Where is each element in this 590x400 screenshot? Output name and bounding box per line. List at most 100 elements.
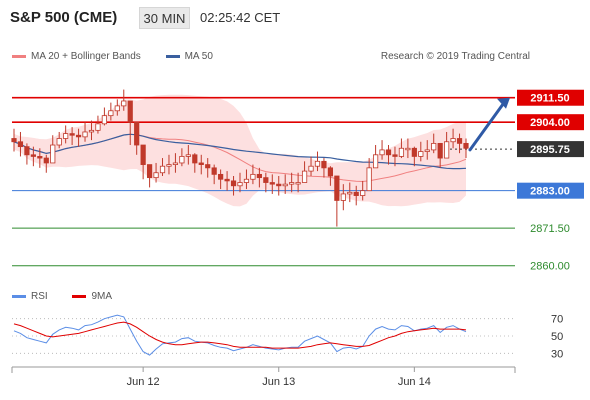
candle-body	[146, 164, 153, 179]
forecast-arrow-head	[497, 97, 510, 109]
candle-body	[321, 160, 327, 169]
x-tick-label: Jun 12	[127, 376, 160, 388]
candle-body	[437, 142, 443, 159]
timeframe-selector[interactable]: 30 MIN	[139, 7, 190, 29]
candle-body	[75, 134, 82, 138]
candle-body	[450, 138, 456, 143]
candle-body	[340, 193, 346, 201]
candle-body	[424, 149, 430, 152]
candle-body	[153, 172, 159, 179]
candle-body	[114, 105, 120, 112]
candle-body	[211, 167, 217, 175]
candle-body	[334, 175, 340, 201]
candle-body	[431, 142, 437, 151]
candle-body	[282, 183, 288, 187]
candle-body	[205, 164, 211, 169]
candle-body	[366, 167, 372, 192]
candle-body	[198, 162, 204, 165]
level-label-2871.50: 2871.50	[530, 223, 570, 235]
candle-body	[17, 141, 24, 148]
research-credit: Research © 2019 Trading Central	[380, 51, 530, 62]
candle-body	[11, 138, 17, 143]
ma50-swatch	[165, 54, 180, 58]
rsi-tick-30: 30	[551, 348, 563, 360]
candle-body	[127, 100, 133, 123]
candle-body	[63, 133, 69, 139]
rsi-legend: RSI 9MA	[12, 291, 134, 302]
candle-body	[88, 129, 95, 133]
candle-body	[159, 165, 166, 174]
candle-body	[82, 131, 88, 138]
candle-body	[37, 156, 43, 159]
candle-body	[372, 154, 379, 169]
candle-body	[308, 165, 314, 172]
candle-body	[250, 173, 256, 180]
title-bar: S&P 500 (CME) 30 MIN 02:25:42 CET	[0, 0, 590, 36]
level-label-2895.75: 2895.75	[530, 144, 570, 156]
x-tick-label: Jun 13	[262, 376, 295, 388]
candle-body	[289, 182, 295, 185]
candle-body	[392, 154, 398, 157]
candle-body	[30, 154, 36, 157]
level-label-2904.00: 2904.00	[530, 117, 570, 129]
candle-body	[327, 167, 334, 177]
level-badge-2911.50	[517, 89, 584, 106]
rsi-legend-label: RSI	[31, 291, 48, 302]
level-label-2911.50: 2911.50	[530, 93, 569, 105]
candle-body	[347, 191, 353, 195]
rsi-9ma-line	[13, 321, 467, 349]
candle-body	[230, 180, 237, 187]
candle-body	[172, 162, 179, 165]
candle-body	[444, 141, 450, 159]
candle-body	[69, 133, 75, 136]
clock-readout: 02:25:42 CET	[200, 10, 281, 25]
candle-body	[121, 100, 127, 107]
price-legend: MA 20 + Bollinger Bands MA 50	[12, 51, 235, 62]
legend-item-9ma: 9MA	[72, 291, 112, 302]
candle-body	[24, 146, 30, 156]
candle-body	[398, 147, 405, 157]
candle-body	[185, 154, 191, 157]
candle-body	[140, 144, 146, 165]
ma50-legend-label: MA 50	[184, 51, 213, 62]
candle-body	[418, 151, 424, 157]
level-label-2883.00: 2883.00	[530, 186, 570, 198]
level-badge-2883.00	[517, 182, 584, 199]
candle-body	[385, 149, 392, 156]
legend-item-rsi: RSI	[12, 291, 48, 302]
rsi-swatch	[12, 294, 26, 298]
candle-body	[295, 182, 301, 185]
candle-body	[43, 157, 49, 164]
candle-body	[360, 190, 366, 196]
candle-body	[50, 144, 56, 164]
candle-body	[301, 170, 308, 183]
level-badge-2895.75	[517, 141, 584, 158]
level-label-2860.00: 2860.00	[530, 261, 570, 273]
candle-body	[463, 142, 469, 149]
rsi-tick-50: 50	[551, 331, 563, 343]
candle-body	[276, 183, 282, 187]
candle-body	[269, 182, 275, 185]
ma20-swatch	[12, 54, 26, 58]
candle-body	[166, 164, 172, 167]
candles	[11, 89, 469, 227]
rsi-line	[13, 314, 467, 356]
candle-body	[411, 147, 417, 157]
candle-body	[314, 160, 321, 167]
candle-body	[224, 178, 230, 182]
candle-body	[237, 182, 243, 187]
candle-body	[134, 121, 140, 146]
ma9-legend-label: 9MA	[91, 291, 113, 302]
forecast-arrow-shaft	[468, 101, 506, 152]
candle-body	[379, 149, 385, 156]
candle-body	[456, 138, 463, 144]
candle-body	[108, 110, 114, 117]
candle-body	[218, 173, 224, 180]
candle-body	[405, 147, 411, 151]
candle-body	[56, 138, 62, 146]
candle-body	[179, 156, 185, 164]
ma20-legend-label: MA 20 + Bollinger Bands	[31, 51, 141, 62]
candle-body	[263, 177, 269, 183]
candle-body	[353, 191, 359, 196]
